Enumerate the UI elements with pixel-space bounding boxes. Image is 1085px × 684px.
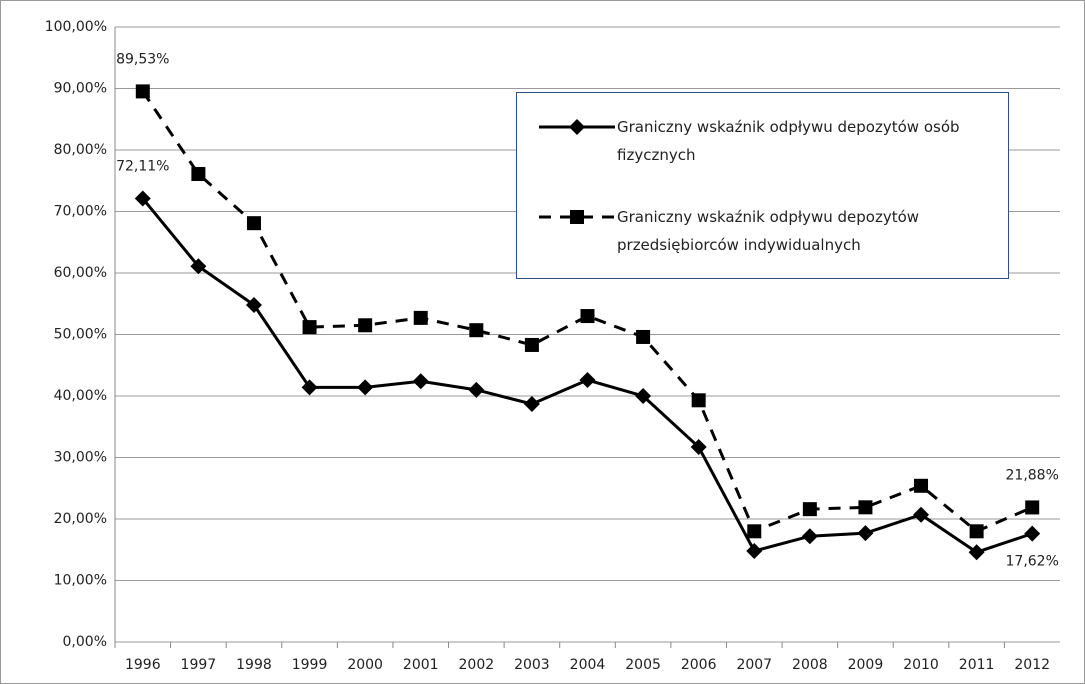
marker	[302, 320, 317, 335]
x-tick-label: 2003	[514, 657, 550, 673]
marker	[413, 310, 428, 325]
x-tick-label: 2010	[903, 657, 939, 673]
x-tick-label: 2011	[959, 657, 995, 673]
marker	[691, 393, 706, 408]
marker	[468, 381, 485, 398]
marker	[301, 379, 318, 396]
marker	[747, 524, 762, 539]
x-tick-label: 2006	[681, 657, 717, 673]
y-tick-label: 0,00%	[63, 634, 107, 650]
marker	[357, 379, 374, 396]
marker	[969, 524, 984, 539]
marker	[524, 337, 539, 352]
legend-marker	[569, 119, 585, 135]
legend-label: Graniczny wskaźnik odpływu depozytów osó…	[617, 118, 960, 164]
data-label: 89,53%	[116, 51, 169, 67]
x-tick-label: 2012	[1014, 657, 1050, 673]
x-tick-label: 2002	[459, 657, 495, 673]
x-tick-label: 2000	[347, 657, 383, 673]
x-tick-label: 2004	[570, 657, 606, 673]
x-tick-label: 1999	[292, 657, 328, 673]
y-tick-label: 40,00%	[54, 388, 107, 404]
y-tick-label: 10,00%	[54, 573, 107, 589]
marker	[469, 323, 484, 338]
legend-label: Graniczny wskaźnik odpływu depozytów prz…	[617, 208, 920, 254]
series-line	[141, 90, 1033, 534]
x-tick-label: 2007	[736, 657, 772, 673]
x-tick-label: 2009	[848, 657, 884, 673]
y-tick-label: 60,00%	[54, 265, 107, 281]
marker	[190, 258, 207, 275]
marker	[1025, 500, 1040, 515]
y-tick-label: 100,00%	[45, 19, 107, 35]
y-tick-label: 30,00%	[54, 450, 107, 466]
marker	[635, 388, 652, 404]
y-tick-label: 20,00%	[54, 511, 107, 527]
marker	[857, 525, 874, 542]
data-label: 72,11%	[116, 159, 169, 175]
legend: Graniczny wskaźnik odpływu depozytów osó…	[516, 92, 1009, 279]
x-tick-label: 2001	[403, 657, 439, 673]
marker	[523, 395, 540, 412]
marker	[191, 166, 206, 181]
marker	[245, 296, 262, 313]
marker	[802, 502, 817, 517]
data-label: 21,88%	[1006, 467, 1059, 483]
marker	[690, 439, 707, 456]
marker	[914, 478, 929, 493]
y-tick-label: 50,00%	[54, 327, 107, 343]
marker	[579, 372, 596, 389]
legend-symbol	[539, 210, 615, 224]
marker	[134, 190, 151, 207]
y-tick-label: 90,00%	[54, 81, 107, 97]
x-tick-label: 2005	[625, 657, 661, 673]
legend-marker	[570, 210, 584, 224]
marker	[412, 373, 429, 390]
x-tick-label: 1998	[236, 657, 272, 673]
x-tick-label: 1996	[125, 657, 161, 673]
marker	[135, 84, 150, 99]
marker	[246, 216, 261, 231]
x-tick-label: 2008	[792, 657, 828, 673]
marker	[636, 329, 651, 344]
marker	[1024, 525, 1041, 542]
marker	[913, 506, 930, 523]
marker	[580, 309, 595, 324]
data-label: 17,62%	[1006, 554, 1059, 570]
y-tick-label: 80,00%	[54, 142, 107, 158]
marker	[358, 318, 373, 333]
marker	[968, 544, 985, 561]
legend-symbol	[539, 119, 615, 135]
marker	[801, 528, 818, 545]
x-tick-label: 1997	[181, 657, 217, 673]
marker	[746, 542, 763, 559]
marker	[858, 500, 873, 515]
y-tick-label: 70,00%	[54, 204, 107, 220]
